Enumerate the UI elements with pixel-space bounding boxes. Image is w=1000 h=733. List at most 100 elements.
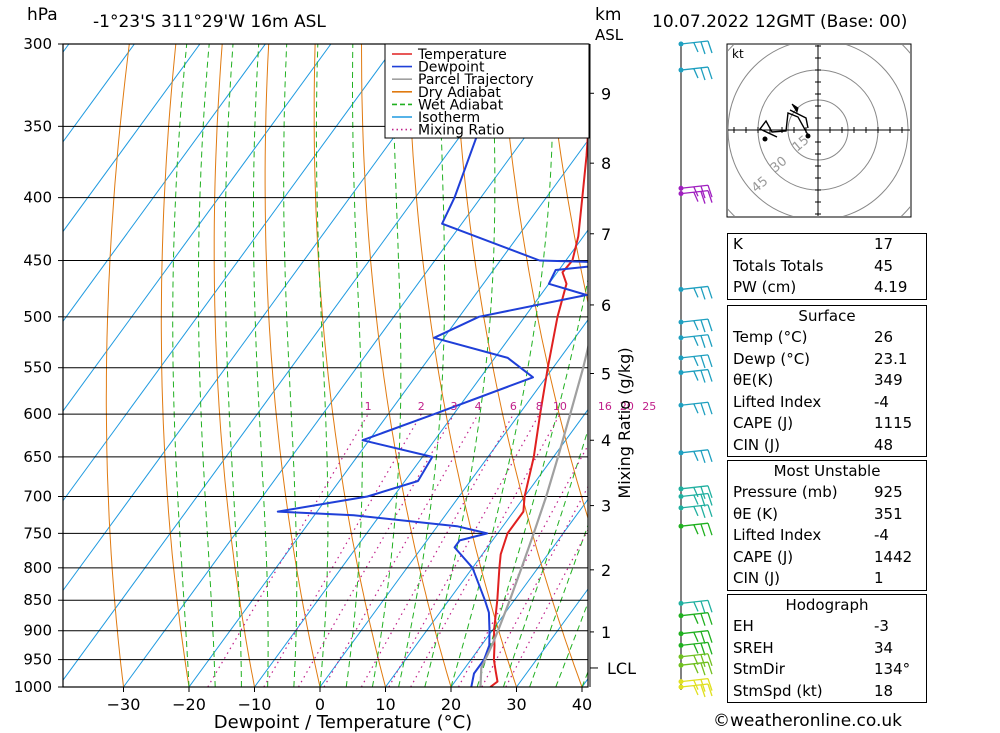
wind-barb bbox=[680, 318, 713, 333]
surface-dewp-label: Dewp (°C) bbox=[733, 349, 811, 368]
stmspd-value: 18 bbox=[874, 681, 894, 700]
wet-adiabat-line bbox=[172, 44, 190, 687]
height-unit-asl-label: ASL bbox=[595, 26, 624, 44]
mixing-ratio-line bbox=[323, 413, 479, 687]
k-index-label: K bbox=[733, 235, 743, 253]
mixing-ratio-label: 1 bbox=[365, 400, 372, 413]
mu-thetae-value: 351 bbox=[874, 504, 903, 523]
isotherm-line bbox=[450, 498, 588, 687]
height-unit-label: km bbox=[595, 5, 622, 25]
mixing-ratio-label: 25 bbox=[642, 400, 656, 413]
km-tick-label: 6 bbox=[601, 296, 611, 315]
temp-tick-label: 10 bbox=[375, 695, 395, 714]
km-tick-label: 2 bbox=[601, 561, 611, 580]
isotherm-line bbox=[63, 44, 332, 412]
legend-label: Parcel Trajectory bbox=[418, 72, 534, 88]
km-tick-label: 8 bbox=[601, 154, 611, 173]
hodograph-unit-label: kt bbox=[732, 47, 744, 61]
mu-pressure-value: 925 bbox=[874, 483, 903, 501]
mixing-ratio-label: 4 bbox=[475, 400, 482, 413]
wet-adiabat-line bbox=[450, 44, 554, 687]
dry-adiabat-line bbox=[919, 44, 1000, 687]
hodograph-end-point bbox=[762, 136, 768, 142]
pw-value: 4.19 bbox=[874, 278, 908, 296]
mixing-ratio-axis-title: Mixing Ratio (g/kg) bbox=[615, 347, 634, 498]
mixing-ratio-line bbox=[388, 413, 540, 687]
surface-li-label: Lifted Index bbox=[733, 392, 822, 411]
mu-cape-value: 1442 bbox=[874, 547, 913, 566]
wind-barb bbox=[680, 485, 713, 500]
mixing-ratio-line bbox=[297, 413, 455, 687]
wet-adiabat-line bbox=[224, 44, 242, 687]
pressure-tick-label: 800 bbox=[23, 559, 52, 577]
mu-li-value: -4 bbox=[874, 526, 889, 544]
pressure-tick-label: 850 bbox=[23, 591, 52, 609]
mu-cin-label: CIN (J) bbox=[733, 569, 781, 587]
mu-cape-label: CAPE (J) bbox=[733, 547, 794, 566]
x-axis-title: Dewpoint / Temperature (°C) bbox=[214, 712, 472, 733]
dry-adiabat-line bbox=[160, 44, 190, 687]
legend-label: Dewpoint bbox=[418, 60, 485, 76]
legend-label: Mixing Ratio bbox=[418, 123, 504, 139]
copyright-link[interactable]: ©weatheronline.co.uk bbox=[713, 711, 903, 731]
wet-adiabat-line bbox=[502, 428, 588, 687]
surface-table: Surface Temp (°C) 26 Dewp (°C) 23.1 θE(K) 3… bbox=[727, 305, 927, 457]
indices-table: K 17 Totals Totals 45 PW (cm) 4.19 bbox=[727, 233, 927, 300]
mixing-ratio-label: 6 bbox=[510, 400, 517, 413]
wind-barb bbox=[680, 630, 713, 644]
wet-adiabat-line bbox=[345, 44, 363, 687]
mixing-ratio-label: 10 bbox=[553, 400, 567, 413]
wind-barb bbox=[680, 189, 713, 204]
hodograph-trace bbox=[758, 112, 809, 138]
pressure-tick-label: 400 bbox=[23, 189, 52, 207]
wind-barb bbox=[680, 401, 713, 416]
wet-adiabat-line bbox=[529, 523, 588, 687]
legend-box bbox=[384, 43, 590, 139]
mu-li-label: Lifted Index bbox=[733, 526, 822, 544]
temp-tick-label: 20 bbox=[441, 695, 461, 714]
surface-temp-value: 26 bbox=[874, 328, 894, 346]
parcel-trajectory-line bbox=[479, 343, 588, 687]
isotherm-line bbox=[254, 229, 588, 687]
surface-li-value: -4 bbox=[874, 392, 889, 411]
wind-barb bbox=[680, 449, 713, 464]
wind-barb bbox=[680, 653, 713, 667]
km-tick-label: 3 bbox=[601, 497, 611, 516]
legend-label: Temperature bbox=[417, 47, 507, 63]
pressure-tick-label: 900 bbox=[23, 622, 52, 640]
wind-barb bbox=[680, 40, 713, 55]
pressure-tick-label: 700 bbox=[23, 488, 52, 506]
mixing-ratio-label: 16 bbox=[598, 400, 612, 413]
stmdir-value: 134° bbox=[874, 660, 911, 678]
isotherm-line bbox=[63, 44, 397, 502]
temp-tick-label: −10 bbox=[238, 695, 272, 714]
pressure-tick-label: 300 bbox=[23, 35, 52, 53]
stmspd-label: StmSpd (kt) bbox=[733, 681, 823, 700]
k-index-value: 17 bbox=[874, 235, 894, 253]
stmdir-label: StmDir bbox=[733, 660, 785, 678]
mu-pressure-label: Pressure (mb) bbox=[733, 483, 838, 501]
mixing-ratio-label: 8 bbox=[536, 400, 543, 413]
dry-adiabat-line bbox=[105, 44, 130, 687]
km-tick-label: 9 bbox=[601, 84, 611, 103]
datetime-label: 10.07.2022 12GMT (Base: 00) bbox=[652, 12, 908, 32]
wind-barb bbox=[680, 368, 713, 383]
surface-temp-label: Temp (°C) bbox=[733, 328, 808, 346]
sreh-label: SREH bbox=[733, 638, 774, 657]
legend-label: Dry Adiabat bbox=[418, 85, 501, 101]
wind-barb bbox=[680, 599, 713, 614]
pressure-tick-label: 350 bbox=[23, 117, 52, 135]
dry-adiabat-line bbox=[546, 44, 588, 305]
wind-barb bbox=[680, 661, 713, 676]
mixing-ratio-label: 2 bbox=[418, 400, 425, 413]
lcl-label: LCL bbox=[607, 659, 636, 678]
hodograph-header: Hodograph bbox=[785, 596, 869, 614]
legend-label: Isotherm bbox=[418, 110, 480, 126]
surface-cin-value: 48 bbox=[874, 435, 894, 454]
wind-barb bbox=[680, 612, 713, 626]
mixing-ratio-line bbox=[263, 413, 422, 687]
isotherm-line bbox=[385, 408, 588, 687]
pressure-tick-label: 750 bbox=[23, 524, 52, 542]
pressure-tick-label: 1000 bbox=[14, 678, 52, 696]
